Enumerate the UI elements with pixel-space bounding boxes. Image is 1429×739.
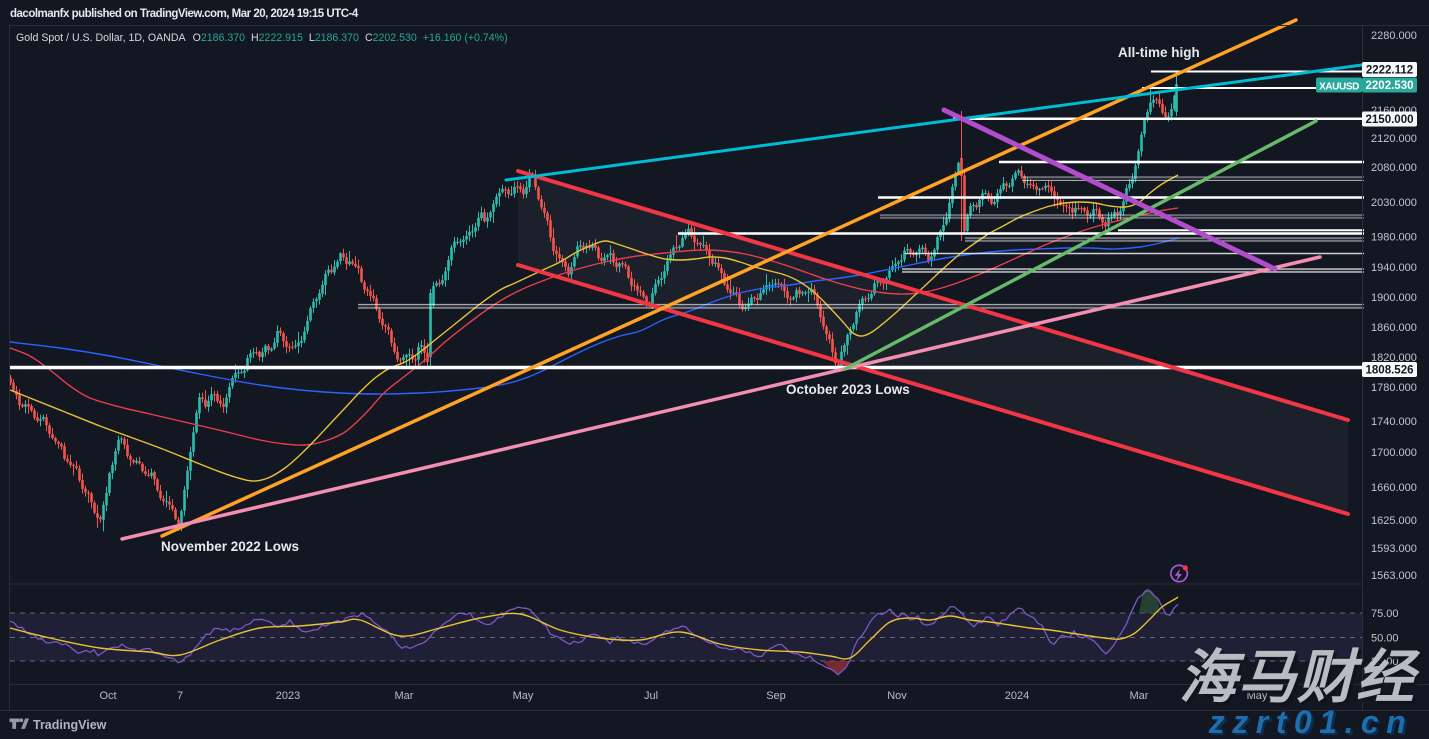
svg-text:zzrt01.cn: zzrt01.cn [1208, 704, 1413, 739]
svg-text:2023: 2023 [276, 690, 300, 702]
svg-text:1860.000: 1860.000 [1371, 322, 1417, 334]
svg-text:zzrt01.cn: zzrt01.cn [1210, 706, 1415, 739]
svg-text:1980.000: 1980.000 [1371, 232, 1417, 244]
svg-text:1660.000: 1660.000 [1371, 482, 1417, 494]
svg-text:May: May [513, 690, 534, 702]
svg-text:2202.530: 2202.530 [1366, 80, 1414, 92]
svg-text:dacolmanfx published on Tradin: dacolmanfx published on TradingView.com,… [10, 8, 359, 20]
svg-text:Mar: Mar [1130, 690, 1149, 702]
svg-text:TradingView: TradingView [33, 718, 107, 732]
svg-text:XAUUSD: XAUUSD [1319, 82, 1359, 93]
svg-text:2280.000: 2280.000 [1371, 30, 1417, 42]
svg-text:1780.000: 1780.000 [1371, 382, 1417, 394]
svg-text:All-time high: All-time high [1118, 45, 1200, 60]
svg-text:Mar: Mar [395, 690, 414, 702]
svg-text:海马财经: 海马财经 [1179, 645, 1421, 710]
svg-text:25.00: 25.00 [1371, 656, 1399, 668]
svg-text:November 2022 Lows: November 2022 Lows [161, 539, 299, 554]
svg-text:1593.000: 1593.000 [1371, 543, 1417, 555]
svg-text:2150.000: 2150.000 [1366, 114, 1414, 126]
svg-text:2120.000: 2120.000 [1371, 133, 1417, 145]
svg-text:2222.112: 2222.112 [1366, 65, 1413, 77]
svg-text:海马财经: 海马财经 [1182, 648, 1424, 713]
svg-text:1740.000: 1740.000 [1371, 416, 1417, 428]
svg-text:1700.000: 1700.000 [1371, 447, 1417, 459]
svg-text:1625.000: 1625.000 [1371, 515, 1417, 527]
svg-text:Sep: Sep [766, 690, 786, 702]
svg-text:October 2023 Lows: October 2023 Lows [786, 382, 910, 397]
svg-text:Gold Spot / U.S. Dollar, 1D, O: Gold Spot / U.S. Dollar, 1D, OANDA O2186.… [16, 32, 508, 44]
svg-text:2080.000: 2080.000 [1371, 162, 1417, 174]
svg-text:75.00: 75.00 [1371, 608, 1399, 620]
svg-text:50.00: 50.00 [1371, 633, 1399, 645]
svg-text:1808.526: 1808.526 [1366, 365, 1414, 377]
svg-text:1900.000: 1900.000 [1371, 292, 1417, 304]
svg-text:7: 7 [177, 690, 183, 702]
svg-text:May: May [1247, 690, 1268, 702]
svg-text:2024: 2024 [1005, 690, 1029, 702]
svg-text:Nov: Nov [887, 690, 907, 702]
svg-text:Oct: Oct [99, 690, 116, 702]
svg-text:Jul: Jul [644, 690, 658, 702]
svg-text:1820.000: 1820.000 [1371, 352, 1417, 364]
svg-text:1563.000: 1563.000 [1371, 570, 1417, 582]
svg-text:1940.000: 1940.000 [1371, 262, 1417, 274]
svg-text:2030.000: 2030.000 [1371, 197, 1417, 209]
